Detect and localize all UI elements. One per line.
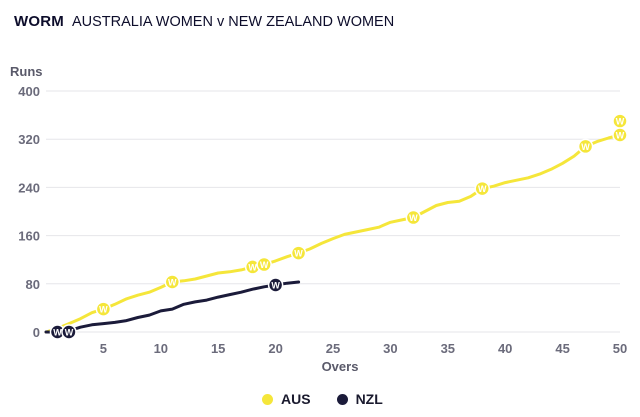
y-tick-400: 400 <box>18 84 40 99</box>
wicket-letter: W <box>409 213 418 223</box>
y-axis-label: Runs <box>10 64 43 79</box>
wicket-letter: W <box>294 249 303 259</box>
nzl-swatch <box>336 393 348 405</box>
wicket-marker-aus-7[interactable]: W <box>577 138 594 155</box>
y-tick-0: 0 <box>33 325 40 340</box>
legend: AUS NZL <box>262 391 383 407</box>
x-tick-15: 15 <box>211 341 225 356</box>
y-tick-160: 160 <box>18 229 40 244</box>
wicket-dot <box>267 277 284 293</box>
x-tick-45: 45 <box>555 341 569 356</box>
wicket-marker-aus-9[interactable]: W <box>612 127 628 143</box>
series-lines <box>44 133 622 334</box>
x-axis-label: Overs <box>322 359 359 374</box>
wicket-dot <box>577 138 594 155</box>
wicket-letter: W <box>99 305 108 315</box>
legend-item-aus[interactable]: AUS <box>262 391 311 407</box>
wicket-letter: W <box>616 130 625 140</box>
wicket-letter: W <box>168 277 177 287</box>
wicket-marker-nzl-1[interactable]: W <box>61 324 77 340</box>
x-tick-40: 40 <box>498 341 512 356</box>
wicket-marker-nzl-2[interactable]: W <box>267 277 284 293</box>
x-tick-30: 30 <box>383 341 397 356</box>
wicket-letter: W <box>260 260 269 270</box>
series-line-nzl <box>44 280 301 334</box>
y-axis-ticks: 0 80 160 240 320 400 <box>18 84 40 340</box>
wicket-letter: W <box>65 328 74 338</box>
wicket-dot <box>474 180 490 197</box>
x-tick-50: 50 <box>613 341 627 356</box>
legend-item-nzl[interactable]: NZL <box>336 391 383 407</box>
match-title: AUSTRALIA WOMEN v NEW ZEALAND WOMEN <box>71 14 395 30</box>
wicket-dot <box>256 256 272 273</box>
chart-header: WORM AUSTRALIA WOMEN v NEW ZEALAND WOMEN <box>14 13 394 30</box>
wicket-marker-aus-0[interactable]: W <box>95 301 112 317</box>
grid <box>46 90 620 333</box>
wicket-marker-aus-3[interactable]: W <box>256 256 272 273</box>
wicket-letter: W <box>478 184 487 194</box>
x-tick-25: 25 <box>326 341 340 356</box>
y-tick-80: 80 <box>26 277 40 292</box>
wicket-letter: W <box>248 262 257 272</box>
wicket-letter: W <box>616 117 625 127</box>
x-tick-20: 20 <box>268 341 282 356</box>
wicket-marker-aus-1[interactable]: W <box>164 274 181 290</box>
wicket-marker-aus-4[interactable]: W <box>290 245 307 261</box>
legend-label-aus: AUS <box>281 391 311 407</box>
wicket-letter: W <box>53 328 62 338</box>
series-line-aus <box>44 133 622 334</box>
wicket-dot <box>95 301 112 317</box>
wicket-marker-aus-2[interactable]: W <box>244 259 261 275</box>
y-tick-240: 240 <box>18 180 40 195</box>
worm-label: WORM <box>14 13 64 30</box>
y-tick-320: 320 <box>18 132 40 147</box>
x-tick-5: 5 <box>100 341 107 356</box>
wicket-marker-aus-8[interactable]: W <box>612 113 628 129</box>
wicket-marker-aus-5[interactable]: W <box>405 209 422 226</box>
wicket-dot <box>290 245 307 261</box>
legend-label-nzl: NZL <box>355 391 383 407</box>
wicket-dot <box>612 127 628 143</box>
x-tick-10: 10 <box>154 341 168 356</box>
x-tick-35: 35 <box>441 341 455 356</box>
wicket-dot <box>405 209 422 226</box>
aus-swatch <box>262 393 273 405</box>
wicket-dot <box>61 324 77 340</box>
x-axis-ticks: 5 10 15 20 25 30 35 40 45 50 <box>100 341 627 356</box>
wicket-letter: W <box>581 142 590 152</box>
wicket-dot <box>164 274 181 290</box>
wicket-marker-aus-6[interactable]: W <box>474 180 490 197</box>
wicket-letter: W <box>271 281 280 291</box>
